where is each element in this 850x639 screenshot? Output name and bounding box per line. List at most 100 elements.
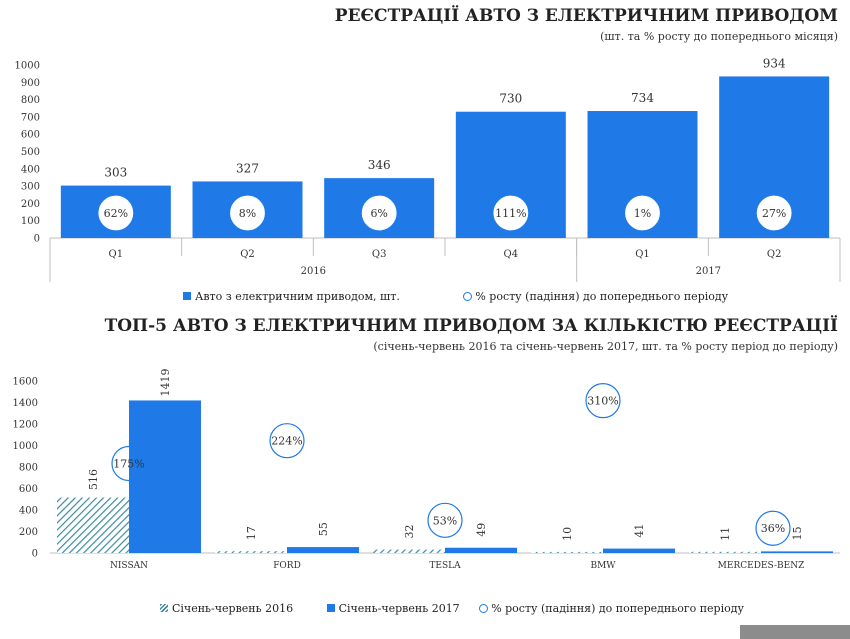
bar-value-label: 303: [104, 166, 127, 180]
y-tick-label: 0: [32, 549, 38, 560]
bar-value-label: 730: [499, 92, 522, 106]
y-tick-label: 200: [21, 199, 40, 210]
growth-circle: [269, 423, 305, 459]
bar-value-label: 346: [368, 158, 391, 172]
legend-2017-swatch: [326, 604, 335, 612]
bar-2016-value-label: 10: [561, 527, 574, 541]
y-tick-label: 900: [21, 78, 40, 89]
y-tick-label: 1000: [13, 441, 38, 452]
bar-2017-value-label: 41: [633, 524, 646, 538]
bar-2016: [689, 551, 761, 553]
y-tick-label: 400: [21, 164, 40, 175]
x-group-label: 2017: [696, 266, 721, 277]
y-tick-label: 800: [19, 463, 38, 474]
growth-circle: [585, 383, 621, 419]
chart2-title: ТОП-5 АВТО З ЕЛЕКТРИЧНИМ ПРИВОДОМ ЗА КІЛ…: [104, 316, 838, 336]
y-tick-label: 400: [19, 506, 38, 517]
legend-circle-icon: [463, 291, 473, 301]
growth-circle: [755, 194, 793, 232]
y-tick-label: 1400: [13, 398, 38, 409]
y-tick-label: 1200: [13, 420, 38, 431]
chart2-legend: Січень-червень 2016 Січень-червень 2017 …: [160, 601, 744, 615]
legend-2016-swatch: [160, 604, 168, 612]
growth-label: 1%: [634, 207, 651, 220]
legend-growth-label: % росту (падіння) до попереднього період…: [491, 601, 744, 615]
y-tick-label: 500: [21, 147, 40, 158]
bar-2017-value-label: 49: [475, 523, 488, 537]
bar-value-label: 327: [236, 161, 259, 175]
corner-bar: [740, 625, 850, 639]
bar-2017: [129, 400, 201, 553]
bar-2017-value-label: 1419: [159, 368, 172, 396]
bar-2017: [761, 551, 833, 553]
x-tick-label: Q1: [109, 249, 124, 260]
chart1-title: РЕЄСТРАЦІЇ АВТО З ЕЛЕКТРИЧНИМ ПРИВОДОМ: [334, 6, 838, 26]
bar-value-label: 934: [763, 56, 786, 70]
growth-circle: [360, 194, 398, 232]
bar-2017-value-label: 55: [317, 522, 330, 536]
bar-2016: [531, 551, 603, 553]
bar-2016-value-label: 17: [245, 526, 258, 540]
x-tick-label: NISSAN: [110, 561, 148, 571]
growth-label: 53%: [433, 514, 457, 527]
y-tick-label: 1600: [13, 377, 38, 388]
legend-2016-label: Січень-червень 2016: [172, 601, 294, 615]
y-tick-label: 600: [21, 130, 40, 141]
x-tick-label: MERCEDES-BENZ: [718, 561, 805, 571]
y-tick-label: 700: [21, 112, 40, 123]
x-tick-label: Q2: [240, 249, 255, 260]
x-tick-label: BMW: [590, 561, 616, 571]
bar-2016-value-label: 32: [403, 525, 416, 539]
bar-2016: [373, 549, 445, 553]
y-tick-label: 1000: [15, 61, 40, 72]
growth-label: 111%: [495, 207, 526, 220]
legend-2017-label: Січень-червень 2017: [338, 601, 460, 615]
chart1-svg: 1000900800700600500400300200100030362%Q1…: [15, 56, 841, 282]
chart2-svg: 1600 1400 1200 1000 800 600 400 200 0 516 1419 175%…: [13, 368, 840, 571]
y-tick-label: 100: [21, 216, 40, 227]
bar-value-label: 734: [631, 91, 654, 105]
growth-label: 6%: [370, 207, 387, 220]
x-tick-label: Q3: [372, 249, 387, 260]
y-tick-label: 800: [21, 95, 40, 106]
growth-label: 175%: [113, 458, 144, 471]
y-tick-label: 300: [21, 182, 40, 193]
legend-bar-label: Авто з електричним приводом, шт.: [195, 289, 400, 303]
growth-label: 8%: [239, 207, 256, 220]
growth-circle: [492, 194, 530, 232]
bar-2016: [57, 497, 129, 553]
y-tick-label: 200: [19, 527, 38, 538]
x-group-label: 2016: [301, 266, 326, 277]
legend-circle-icon: [479, 603, 489, 613]
legend-bar-swatch: [183, 292, 191, 300]
bar-2016-value-label: 516: [87, 469, 100, 490]
x-tick-label: Q4: [504, 249, 519, 260]
bar-2016-value-label: 11: [719, 527, 732, 541]
bar-2017: [603, 548, 675, 553]
growth-circle: [623, 194, 662, 232]
legend-growth-label: % росту (падіння) до попереднього період…: [475, 289, 729, 303]
y-tick-label: 0: [34, 234, 40, 245]
chart2-subtitle: (січень-червень 2016 та січень-червень 2…: [373, 340, 838, 353]
growth-label: 310%: [587, 395, 618, 408]
bar-2016: [215, 551, 287, 553]
y-tick-label: 600: [19, 484, 38, 495]
growth-label: 62%: [104, 207, 128, 220]
growth-label: 224%: [271, 435, 302, 448]
growth-circle: [111, 445, 147, 482]
x-tick-label: Q2: [767, 249, 782, 260]
bar-2017-value-label: 15: [791, 526, 804, 540]
growth-label: 27%: [762, 207, 786, 220]
x-tick-label: TESLA: [429, 561, 461, 571]
growth-circle: [427, 502, 463, 538]
growth-circle: [228, 194, 267, 232]
growth-label: 36%: [761, 522, 785, 535]
x-tick-label: Q1: [635, 249, 650, 260]
chart1-legend: Авто з електричним приводом, шт. % росту…: [183, 289, 728, 303]
growth-circle: [755, 510, 791, 546]
growth-circle: [97, 194, 135, 232]
bar-2017: [445, 547, 517, 553]
chart1-subtitle: (шт. та % росту до попереднього місяця): [600, 30, 838, 43]
x-tick-label: FORD: [273, 561, 301, 571]
bar-2017: [287, 547, 359, 553]
